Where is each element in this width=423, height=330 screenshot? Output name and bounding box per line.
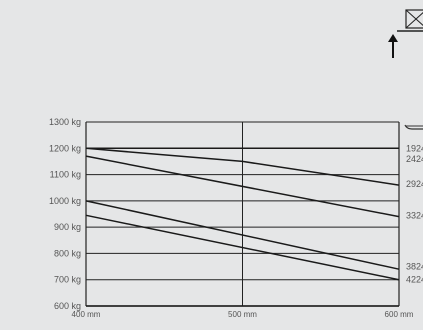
right-label: 2924 bbox=[406, 179, 423, 189]
series-lines bbox=[85, 147, 400, 307]
y-tick-label: 600 kg bbox=[54, 301, 81, 311]
series-line-3824 bbox=[85, 214, 400, 281]
y-tick-label: 1200 kg bbox=[49, 143, 81, 153]
y-tick-label: 1000 kg bbox=[49, 196, 81, 206]
right-label: 3324 bbox=[406, 210, 423, 220]
box-with-up-arrow-icon bbox=[388, 9, 423, 58]
y-tick-label: 1300 kg bbox=[49, 117, 81, 127]
series-line-3324 bbox=[85, 200, 400, 270]
right-label: 2424 bbox=[406, 154, 423, 164]
x-tick-labels: 400 mm 500 mm 600 mm bbox=[72, 310, 414, 319]
x-tick-label: 600 mm bbox=[385, 310, 414, 319]
series-line-2424 bbox=[85, 147, 400, 186]
series-line-2924 bbox=[85, 155, 400, 218]
x-tick-label: 500 mm bbox=[228, 310, 257, 319]
y-tick-labels: 600 kg 700 kg 800 kg 900 kg 1000 kg 1100 kg 12… bbox=[49, 117, 81, 311]
x-tick-label: 400 mm bbox=[72, 310, 101, 319]
right-label: 1924 bbox=[406, 143, 423, 153]
y-tick-label: 900 kg bbox=[54, 222, 81, 232]
y-tick-label: 800 kg bbox=[54, 248, 81, 258]
y-tick-label: 700 kg bbox=[54, 275, 81, 285]
grid bbox=[86, 121, 399, 306]
right-label: 4224 bbox=[406, 275, 423, 285]
fork-icon bbox=[404, 124, 423, 130]
y-tick-label: 1100 kg bbox=[50, 170, 81, 180]
